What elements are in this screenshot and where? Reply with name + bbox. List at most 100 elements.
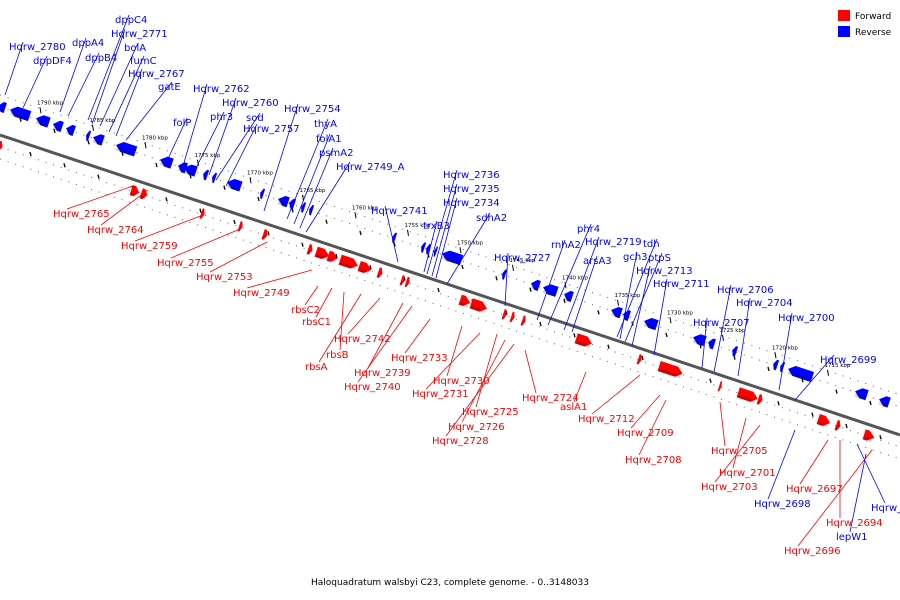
tick-mark <box>249 177 252 184</box>
tick-label: 1790 kbp <box>37 100 63 106</box>
strand-marker <box>529 287 532 292</box>
leader-line <box>445 343 515 437</box>
gene-label: Hqrw_2709 <box>617 428 674 439</box>
gene-label: Hqrw_2696 <box>784 546 841 557</box>
leader-line <box>653 278 668 356</box>
gene-arrow-forward <box>756 393 763 405</box>
leader-line <box>714 424 761 483</box>
tick-label: 1755 kbp <box>405 223 431 229</box>
tick-mark <box>722 334 724 341</box>
strand-marker <box>53 128 56 134</box>
gene-label: aslA1 <box>560 402 587 413</box>
tick-label: 1720 kbp <box>772 345 798 351</box>
leader-line <box>299 147 334 229</box>
gene-label: Hqrw_2742 <box>334 334 391 345</box>
gene-arrow-reverse <box>622 310 632 322</box>
gene-arrow-reverse <box>779 361 786 373</box>
gene-label: dppA4 <box>72 38 104 49</box>
gene-label: Hqrw_2726 <box>448 422 505 433</box>
gene-label: Hqrw_2705 <box>711 446 768 457</box>
gene-label: Hqrw_2699 <box>820 355 877 366</box>
leader-line <box>461 339 506 423</box>
legend: Forward Reverse <box>838 10 892 38</box>
legend-swatch-reverse <box>838 26 850 37</box>
gene-arrow-reverse <box>610 306 623 319</box>
leader-line <box>134 214 204 242</box>
gene-arrow-reverse <box>542 284 559 297</box>
leader-line <box>778 312 793 391</box>
tick-mark <box>669 317 672 324</box>
leader-line <box>304 285 319 306</box>
gene-label: folP <box>173 118 191 129</box>
gene-label: lepW1 <box>836 532 868 543</box>
leader-line <box>170 228 241 259</box>
strand-marker <box>325 219 328 224</box>
strand-marker <box>29 151 32 157</box>
gene-arrow-reverse <box>115 141 138 157</box>
strand-marker <box>165 197 168 202</box>
leader-line <box>856 443 886 504</box>
tick-mark <box>564 282 567 289</box>
leader-line <box>215 112 261 181</box>
gene-arrow-forward <box>657 360 683 379</box>
gene-label: Hqrw_2780 <box>9 42 66 53</box>
gene-label: rbsC1 <box>302 317 331 328</box>
gene-label: Hqrw_2755 <box>157 258 214 269</box>
gene-arrow-reverse <box>563 290 574 302</box>
gene-label: rbsC2 <box>291 305 320 316</box>
leader-line <box>732 417 747 469</box>
gene-arrow-reverse <box>259 188 266 200</box>
leader-line <box>384 205 399 263</box>
tick-mark <box>197 159 199 166</box>
tick-label: 1770 kbp <box>247 170 273 176</box>
leader-line <box>713 284 732 373</box>
gene-arrow-reverse <box>530 279 541 291</box>
gene-label: Hqrw_2735 <box>443 184 500 195</box>
strand-marker <box>437 287 440 293</box>
gene-label: Hqrw_2754 <box>284 104 341 115</box>
gene-arrow-reverse <box>787 365 815 383</box>
leader-line <box>194 111 225 171</box>
gene-label: phr3 <box>210 112 233 123</box>
gene-arrow-forward <box>404 276 410 288</box>
leader-line <box>638 399 667 456</box>
leader-line <box>182 83 208 167</box>
leader-line <box>573 371 587 403</box>
gene-label: dppDF4 <box>33 56 72 67</box>
tick-mark <box>827 369 829 376</box>
legend-label: Reverse <box>855 28 892 38</box>
strand-marker <box>665 332 668 338</box>
gene-label: Hqrw_2760 <box>222 98 279 109</box>
strand-marker <box>199 208 202 213</box>
gene-label: Hqrw_2753 <box>196 272 253 283</box>
tick-label: 1780 kbp <box>142 135 168 141</box>
tick-label: 1745 kbp <box>510 258 536 264</box>
tick-label: 1765 kbp <box>300 188 326 194</box>
gene-arrow-reverse <box>643 317 659 331</box>
strand-marker <box>845 423 848 429</box>
gene-arrow-reverse <box>420 242 427 253</box>
gene-label: Hqrw_2724 <box>522 393 579 404</box>
gene-arrow-reverse <box>85 130 92 142</box>
gene-arrow-forward <box>717 380 723 392</box>
gene-arrow-reverse <box>692 334 707 347</box>
gene-label: Hqrw_2706 <box>717 285 774 296</box>
strand-marker <box>835 389 838 394</box>
tick-mark <box>617 299 619 306</box>
gene-arrow-reverse <box>707 338 717 350</box>
strand-marker <box>879 435 882 440</box>
strand-marker <box>563 298 566 304</box>
leader-line <box>624 252 663 343</box>
leader-line <box>504 252 509 307</box>
strand-marker <box>369 265 372 270</box>
gene-arrow-reverse <box>425 243 432 255</box>
leader-line <box>91 28 126 125</box>
tick-label: 1735 kbp <box>615 293 641 299</box>
gene-label: Hqrw_2728 <box>432 436 489 447</box>
strand-marker <box>87 140 90 145</box>
gene-arrow-forward <box>736 387 758 404</box>
gene-arrow-reverse <box>391 232 398 244</box>
